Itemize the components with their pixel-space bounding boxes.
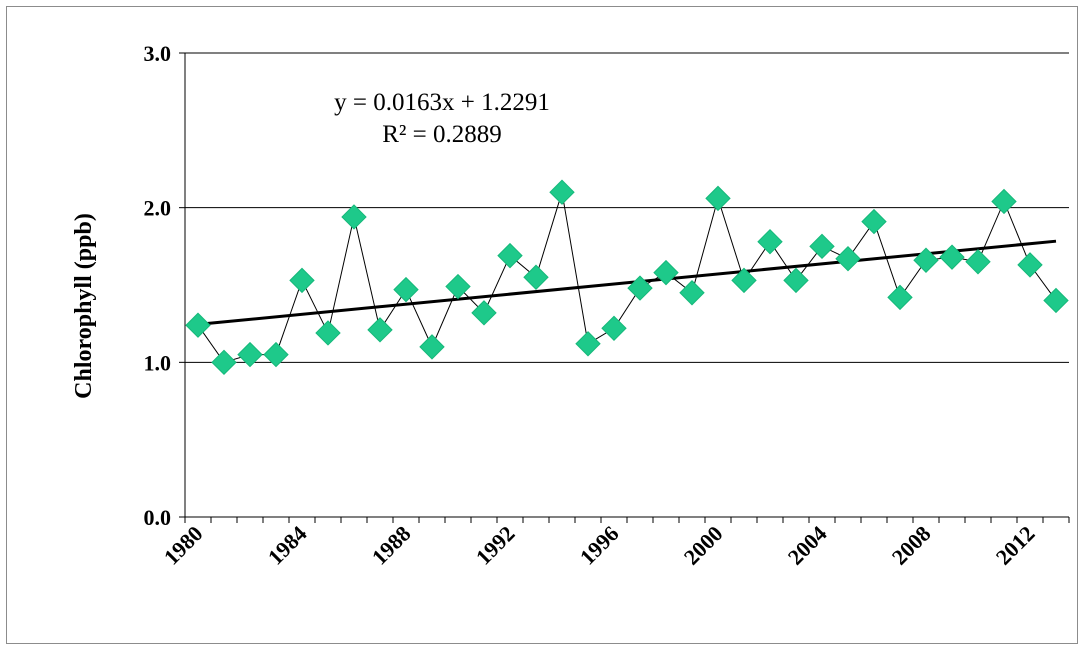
x-tick-label: 2012 [991, 521, 1040, 570]
data-point-marker [237, 341, 263, 368]
axes [179, 52, 1070, 523]
data-point-marker [1017, 252, 1043, 278]
data-point-marker [757, 228, 783, 255]
data-point-marker [471, 300, 497, 326]
data-point-marker [445, 273, 471, 300]
data-point-marker [601, 315, 627, 342]
y-tick-label: 0.0 [144, 505, 172, 530]
data-point-marker [367, 317, 393, 343]
chart-frame: 0.0 1.0 2.0 3.0 1980 1984 1988 1992 1996 2000 2004… [6, 6, 1078, 644]
y-tick-label: 1.0 [144, 350, 172, 375]
data-point-marker [315, 320, 341, 346]
gridlines [185, 52, 1069, 363]
x-tick-label: 1996 [575, 521, 624, 570]
data-point-marker [627, 275, 653, 301]
data-point-marker [861, 208, 887, 235]
data-point-marker [497, 242, 523, 269]
x-tick-label: 1984 [263, 521, 312, 570]
y-axis-title: Chlorophyll (ppb) [71, 213, 97, 399]
y-tick-label: 3.0 [144, 41, 172, 66]
series-layer [185, 179, 1069, 376]
trendline-layer [197, 239, 1057, 326]
data-point-marker [1043, 287, 1069, 314]
r-squared-label: R² = 0.2889 [382, 121, 502, 148]
data-point-marker [575, 331, 601, 357]
y-tick-label: 2.0 [144, 196, 172, 221]
x-tick-label: 2004 [783, 521, 832, 570]
data-point-marker [263, 341, 289, 368]
x-tick-label: 2008 [887, 521, 936, 570]
data-point-marker [289, 267, 315, 294]
series-line [197, 192, 1057, 363]
data-point-marker [783, 267, 809, 294]
data-point-marker [705, 185, 731, 212]
data-point-marker [393, 276, 419, 303]
data-point-marker [549, 179, 575, 205]
data-point-marker [679, 280, 705, 306]
x-tick-label: 1988 [367, 521, 416, 570]
linear-trendline [197, 239, 1057, 326]
data-point-marker [835, 245, 861, 272]
data-point-marker [965, 249, 991, 275]
data-point-marker [341, 204, 367, 230]
data-point-marker [211, 349, 237, 376]
x-tick-label: 2000 [679, 521, 728, 570]
data-point-marker [887, 284, 913, 311]
data-point-marker [653, 259, 679, 286]
data-point-marker [939, 244, 965, 270]
data-point-marker [419, 334, 445, 360]
data-point-marker [731, 267, 757, 294]
data-point-marker [913, 247, 939, 273]
data-point-marker [991, 188, 1017, 215]
data-point-marker [523, 264, 549, 290]
x-tick-label: 1992 [471, 521, 520, 570]
data-point-marker [809, 233, 835, 260]
trendline-equation: y = 0.0163x + 1.2291 [334, 89, 550, 116]
data-point-marker [185, 312, 211, 338]
